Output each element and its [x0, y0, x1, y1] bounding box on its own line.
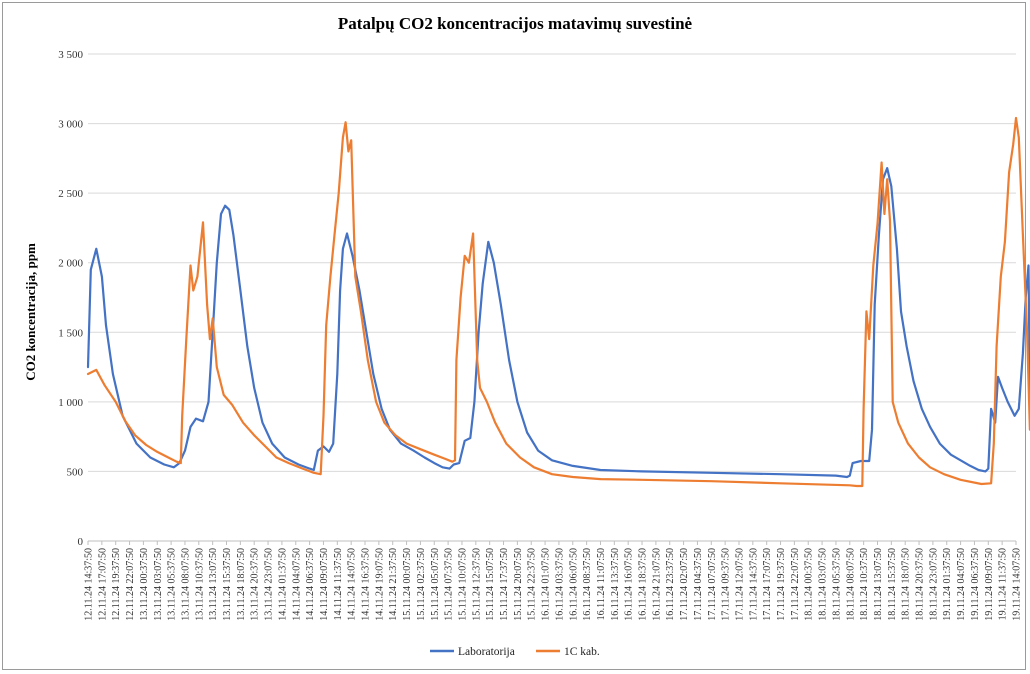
- gridlines: [88, 53, 1016, 542]
- x-tick-label: 16.11.24 18:37:50: [638, 548, 649, 621]
- x-tick-label: 17.11.24 07:07:50: [707, 548, 718, 621]
- x-tick-label: 17.11.24 02:07:50: [679, 548, 690, 621]
- y-tick-labels: 0 500 1 000 1 500 2 000 2 500 3 000 3 500: [58, 49, 83, 548]
- x-tick-label: 17.11.24 22:07:50: [790, 548, 801, 621]
- x-tick-label: 17.11.24 04:37:50: [693, 548, 704, 621]
- chart-title: Patalpų CO2 koncentracijos matavimų suve…: [338, 14, 693, 33]
- y-tick-label: 2 000: [58, 258, 83, 270]
- x-tick-label: 15.11.24 10:07:50: [457, 548, 468, 621]
- x-tick-label: 18.11.24 15:37:50: [887, 548, 898, 621]
- y-tick-label: 2 500: [58, 188, 83, 200]
- x-tick-label: 15.11.24 05:07:50: [430, 548, 441, 621]
- x-tick-label: 12.11.24 22:07:50: [125, 548, 136, 621]
- x-tick-label: 12.11.24 17:07:50: [97, 548, 108, 621]
- x-tick-label: 18.11.24 10:37:50: [859, 548, 870, 621]
- x-tick-label: 19.11.24 14:07:50: [1012, 548, 1023, 621]
- x-tick-label: 18.11.24 23:07:50: [928, 548, 939, 621]
- x-tick-label: 16.11.24 21:07:50: [651, 548, 662, 621]
- x-tick-label: 12.11.24 14:37:50: [84, 548, 95, 621]
- series-lines: [86, 116, 1030, 488]
- x-tick-label: 14.11.24 01:37:50: [277, 548, 288, 621]
- x-tick-label: 13.11.24 10:37:50: [194, 548, 205, 621]
- legend-label: Laboratorija: [458, 646, 515, 658]
- x-tick-label: 16.11.24 06:07:50: [568, 548, 579, 621]
- x-tick-label: 13.11.24 13:07:50: [208, 548, 219, 621]
- x-tick-label: 16.11.24 11:07:50: [596, 548, 607, 620]
- y-tick-label: 500: [67, 466, 84, 478]
- y-tick-label: 1 000: [58, 397, 83, 409]
- x-tick-label: 19.11.24 04:07:50: [956, 548, 967, 621]
- x-tick-label: 16.11.24 01:07:50: [541, 548, 552, 621]
- x-tick-label: 15.11.24 02:37:50: [416, 548, 427, 621]
- x-tick-label: 14.11.24 19:07:50: [374, 548, 385, 621]
- x-tick-label: 15.11.24 15:07:50: [485, 548, 496, 621]
- x-tick-label: 18.11.24 18:07:50: [901, 548, 912, 621]
- x-tick-label: 17.11.24 12:07:50: [734, 548, 745, 621]
- x-tick-label: 16.11.24 03:37:50: [554, 548, 565, 621]
- legend: Laboratorija 1C kab.: [430, 646, 600, 658]
- x-tick-label: 13.11.24 15:37:50: [222, 548, 233, 621]
- x-tick-label: 16.11.24 16:07:50: [624, 548, 635, 621]
- x-tick-label: 18.11.24 05:37:50: [831, 548, 842, 621]
- x-tick-label: 15.11.24 17:37:50: [499, 548, 510, 621]
- x-tick-label: 15.11.24 22:37:50: [527, 548, 538, 621]
- x-tick-label: 14.11.24 06:37:50: [305, 548, 316, 621]
- x-tick-label: 13.11.24 18:07:50: [236, 548, 247, 621]
- x-tick-label: 14.11.24 21:37:50: [388, 548, 399, 621]
- x-tick-label: 15.11.24 20:07:50: [513, 548, 524, 621]
- x-tick-label: 19.11.24 11:37:50: [998, 548, 1009, 620]
- x-tick-label: 14.11.24 16:37:50: [361, 548, 372, 621]
- legend-label: 1C kab.: [564, 646, 600, 658]
- x-tick-label: 15.11.24 12:37:50: [471, 548, 482, 621]
- x-tick-label: 15.11.24 00:07:50: [402, 548, 413, 621]
- x-tick-label: 17.11.24 17:07:50: [762, 548, 773, 621]
- x-tick-label: 16.11.24 08:37:50: [582, 548, 593, 621]
- x-tick-label: 14.11.24 14:07:50: [347, 548, 358, 621]
- x-tick-label: 18.11.24 00:37:50: [804, 548, 815, 621]
- x-tick-label: 19.11.24 01:37:50: [942, 548, 953, 621]
- series-line-1c-kab: [86, 116, 1030, 488]
- y-axis-label: CO2 koncentracija, ppm: [23, 243, 38, 381]
- x-tick-labels: 12.11.24 14:37:50 12.11.24 17:07:50 12.11.…: [84, 541, 1023, 621]
- x-tick-label: 13.11.24 08:07:50: [180, 548, 191, 621]
- x-tick-label: 18.11.24 20:37:50: [915, 548, 926, 621]
- y-tick-label: 3 500: [58, 49, 83, 61]
- x-tick-label: 19.11.24 06:37:50: [970, 548, 981, 621]
- x-tick-label: 13.11.24 00:37:50: [139, 548, 150, 621]
- y-tick-label: 3 000: [58, 119, 83, 131]
- x-tick-label: 13.11.24 03:07:50: [153, 548, 164, 621]
- x-tick-label: 13.11.24 20:37:50: [250, 548, 261, 621]
- x-tick-label: 17.11.24 14:37:50: [748, 548, 759, 621]
- x-tick-label: 17.11.24 09:37:50: [721, 548, 732, 621]
- x-tick-label: 13.11.24 23:07:50: [264, 548, 275, 621]
- x-tick-label: 14.11.24 11:37:50: [333, 548, 344, 620]
- x-tick-label: 12.11.24 19:37:50: [111, 548, 122, 621]
- x-tick-label: 17.11.24 19:37:50: [776, 548, 787, 621]
- x-tick-label: 18.11.24 13:07:50: [873, 548, 884, 621]
- x-tick-label: 19.11.24 09:07:50: [984, 548, 995, 621]
- x-tick-label: 14.11.24 09:07:50: [319, 548, 330, 621]
- y-tick-label: 1 500: [58, 327, 83, 339]
- x-tick-label: 18.11.24 08:07:50: [845, 548, 856, 621]
- series-line-laboratorija: [86, 167, 1030, 479]
- y-tick-label: 0: [78, 536, 84, 548]
- x-tick-label: 13.11.24 05:37:50: [167, 548, 178, 621]
- x-tick-label: 15.11.24 07:37:50: [444, 548, 455, 621]
- x-tick-label: 16.11.24 13:37:50: [610, 548, 621, 621]
- x-tick-label: 14.11.24 04:07:50: [291, 548, 302, 621]
- x-tick-label: 18.11.24 03:07:50: [818, 548, 829, 621]
- x-tick-label: 16.11.24 23:37:50: [665, 548, 676, 621]
